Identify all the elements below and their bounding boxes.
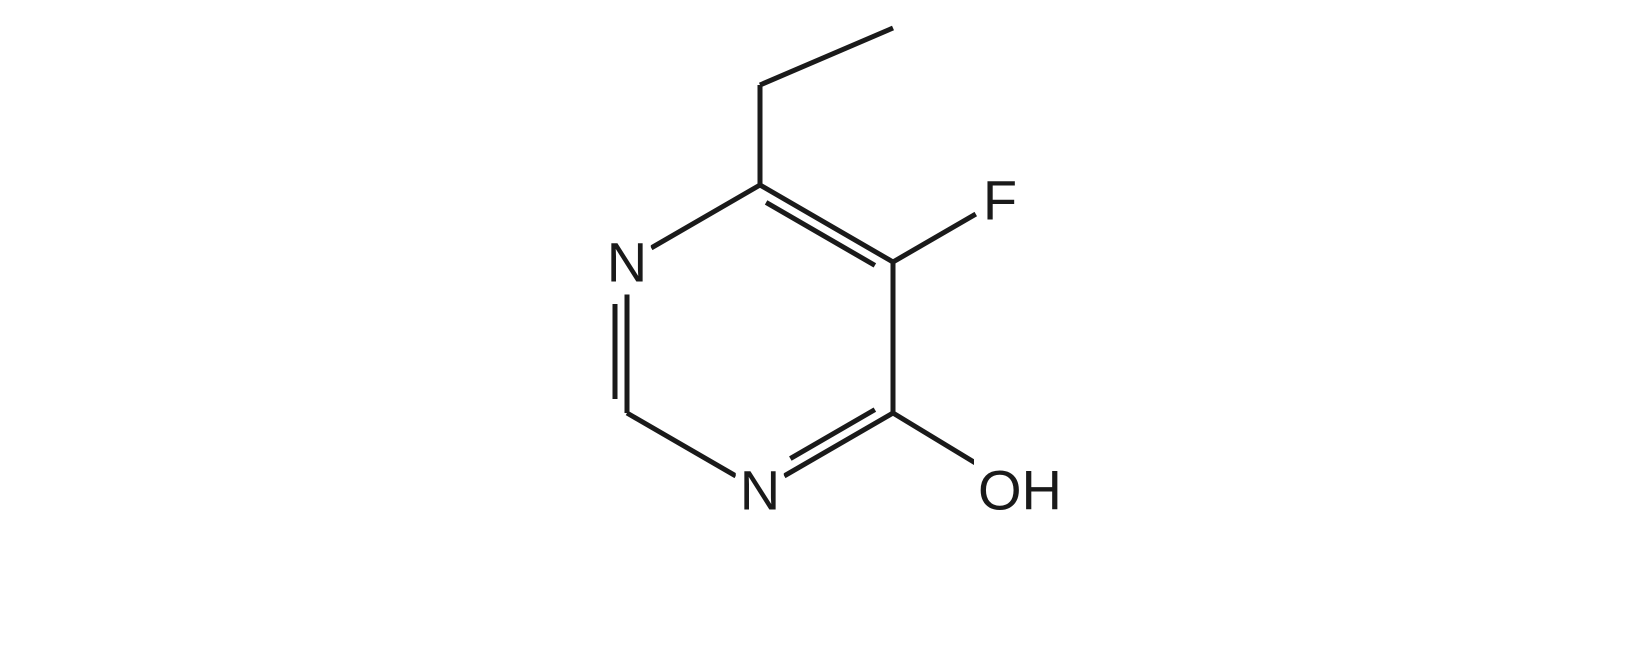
- atom-label-n1: N: [603, 230, 651, 295]
- molecule-canvas: [0, 0, 1633, 646]
- atom-label-f: F: [979, 168, 1021, 233]
- atom-label-oh: OH: [974, 458, 1066, 523]
- atom-label-n3: N: [736, 458, 784, 523]
